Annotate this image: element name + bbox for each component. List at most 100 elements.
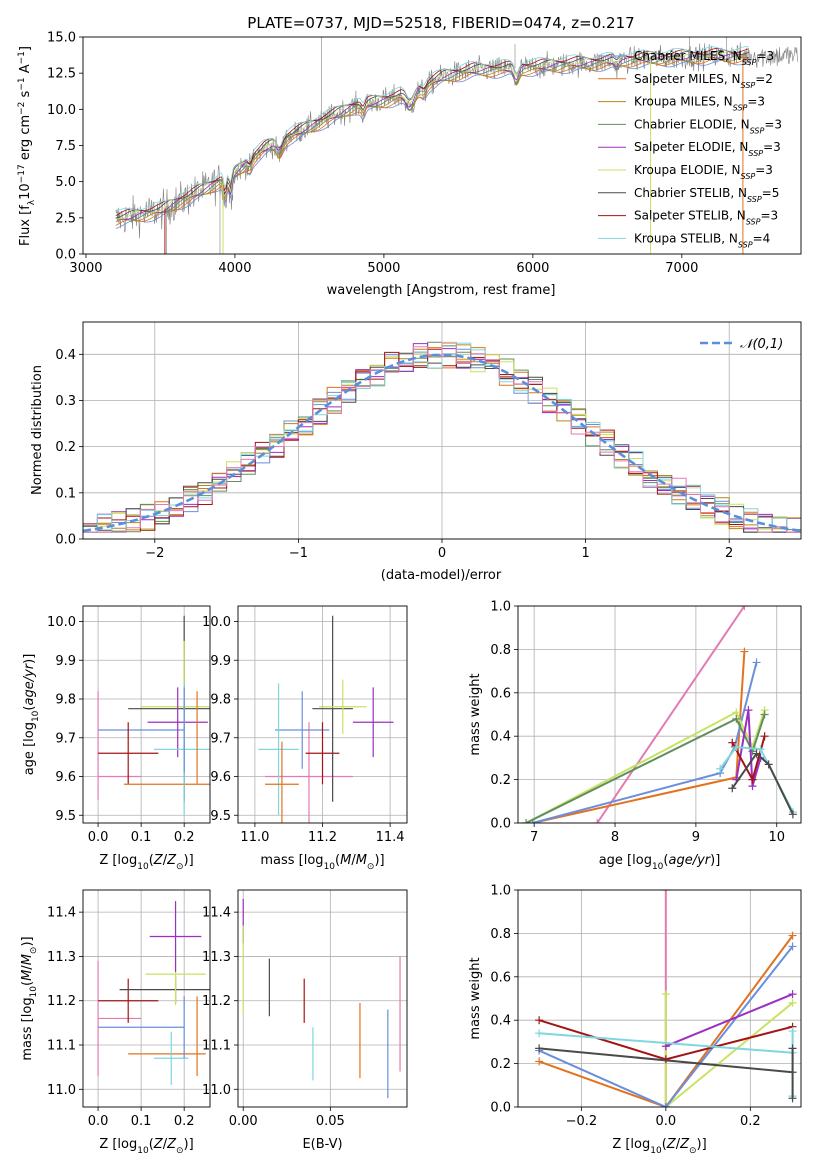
age_vs_Z-axes: 0.0 0.1 0.2 9.5 9.6 9.7 9.8 9.9 10.0 bbox=[47, 605, 211, 845]
weight_vs_age-marker bbox=[740, 606, 749, 610]
mass_vs_ebv-axes: 0.00 0.05 11.0 11.1 11.2 11.3 11.4 bbox=[202, 889, 408, 1129]
weight_vs_age-marker bbox=[748, 775, 757, 784]
age_vs_mass-xtick-label: 11.2 bbox=[308, 830, 337, 845]
mass_vs_ebv-ytick-label: 11.4 bbox=[202, 906, 231, 921]
weight_vs_Z-marker bbox=[788, 1094, 797, 1103]
weight_vs_age-marker bbox=[744, 706, 753, 715]
weight_vs_age-xtick-label: 7 bbox=[530, 830, 538, 845]
weight_vs_age-marker bbox=[760, 732, 769, 741]
age_vs_Z-ytick-label: 9.7 bbox=[55, 731, 76, 746]
residuals-gaussian-curve bbox=[83, 353, 801, 533]
mass_vs_ebv-plot-area bbox=[242, 898, 401, 1099]
mass_vs_Z-xtick-label: 0.1 bbox=[131, 1114, 152, 1129]
age_vs_Z-ytick-label: 9.6 bbox=[55, 770, 76, 785]
weight_vs_Z-marker bbox=[788, 998, 797, 1007]
age_vs_Z-ytick-label: 9.9 bbox=[55, 654, 76, 669]
weight_vs_age-marker bbox=[764, 760, 773, 769]
age_vs_Z-plot-area bbox=[97, 615, 210, 816]
spectrum-xtick-label: 6000 bbox=[516, 261, 549, 276]
weight_vs_Z-ytick-label: 1.0 bbox=[490, 884, 511, 899]
age_vs_mass-xtick-label: 11.0 bbox=[240, 830, 269, 845]
weight_vs_Z-marker bbox=[535, 1029, 544, 1038]
residuals-plot-area bbox=[83, 341, 801, 533]
mass_vs_Z-ytick-label: 11.4 bbox=[47, 906, 76, 921]
residuals-xtick-label: 2 bbox=[725, 546, 733, 561]
age_vs_mass-ytick-label: 9.5 bbox=[210, 809, 231, 824]
weight_vs_age-ytick-label: 1.0 bbox=[490, 600, 511, 615]
legend-entry: Kroupa ELODIE, NSSP=3 bbox=[634, 163, 773, 181]
spectrum-xtick-label: 4000 bbox=[218, 261, 251, 276]
age_vs_Z-ytick-label: 9.5 bbox=[55, 809, 76, 824]
weight_vs_age-xtick-label: 8 bbox=[611, 830, 619, 845]
weight_vs_age-ytick-label: 0.6 bbox=[490, 686, 511, 701]
residuals-ytick-label: 0.2 bbox=[55, 440, 76, 455]
weight_vs_age-marker bbox=[728, 784, 737, 793]
weight_vs_age-marker bbox=[752, 658, 761, 667]
age_vs_mass-frame bbox=[237, 605, 408, 824]
spectrum-ytick-label: 7.5 bbox=[55, 139, 76, 154]
weight_vs_Z-marker bbox=[661, 890, 670, 894]
spectrum-ytick-label: 0.0 bbox=[55, 248, 76, 263]
spectrum-model-line bbox=[115, 49, 750, 219]
weight_vs_age-marker bbox=[728, 738, 737, 747]
weight_vs_age-marker bbox=[788, 810, 797, 819]
residuals-ylabel: Normed distribution bbox=[30, 365, 45, 495]
age_vs_mass-ytick-label: 10.0 bbox=[202, 615, 231, 630]
mass_vs_ebv-ytick-label: 11.1 bbox=[202, 1039, 231, 1054]
age_vs_Z-xtick-label: 0.1 bbox=[131, 830, 152, 845]
mass_vs_ebv-xlabel: E(B-V) bbox=[302, 1137, 342, 1152]
weight_vs_Z-marker bbox=[788, 942, 797, 951]
mass_vs_ebv-xtick-label: 0.00 bbox=[229, 1114, 258, 1129]
spectrum-ytick-label: 15.0 bbox=[47, 31, 76, 46]
weight_vs_age-series-line bbox=[525, 714, 766, 823]
weight_vs_age-ytick-label: 0.0 bbox=[490, 817, 511, 832]
legend-entry: Chabrier ELODIE, NSSP=3 bbox=[634, 117, 782, 135]
weight_vs_Z-ytick-label: 0.4 bbox=[490, 1014, 511, 1029]
spectrum-model-line bbox=[115, 46, 749, 213]
age_vs_Z-ylabel: age [log10(age/yr)] bbox=[22, 654, 41, 776]
weight_vs_Z-axes: −0.2 0.0 0.2 0.0 0.2 0.4 0.6 0.8 1.0 bbox=[490, 884, 802, 1129]
age_vs_mass-plot-area bbox=[258, 615, 394, 823]
age_vs_Z-ytick-label: 9.8 bbox=[55, 693, 76, 708]
weight_vs_Z-frame bbox=[517, 889, 802, 1108]
spectrum-ytick-label: 2.5 bbox=[55, 211, 76, 226]
mass_vs_Z-xtick-label: 0.0 bbox=[88, 1114, 109, 1129]
weight_vs_Z-marker bbox=[788, 990, 797, 999]
spectrum-axes: 3000 4000 5000 6000 7000 0.0 2.5 5.0 7.5 10.0 12.5… bbox=[47, 31, 802, 276]
weight_vs_Z-marker bbox=[788, 1027, 797, 1036]
residuals-ytick-label: 0.0 bbox=[55, 533, 76, 548]
residuals-xtick-label: −1 bbox=[289, 546, 308, 561]
spectrum-legend: Chabrier MILES, NSSP=3 Salpeter MILES, NS… bbox=[598, 49, 782, 249]
weight_vs_Z-ytick-label: 0.6 bbox=[490, 970, 511, 985]
spectrum-ytick-label: 10.0 bbox=[47, 103, 76, 118]
mass_vs_Z-ylabel: mass [log10(M/M⊙)] bbox=[20, 936, 39, 1060]
mass_vs_Z-ytick-label: 11.3 bbox=[47, 950, 76, 965]
weight_vs_age-marker bbox=[732, 743, 741, 752]
residuals-axes: −2 −1 0 1 2 0.0 0.1 0.2 0.3 0.4 bbox=[55, 321, 802, 561]
weight_vs_age-axes: 7 8 9 10 0.0 0.2 0.4 0.6 0.8 1.0 bbox=[490, 600, 802, 845]
legend-entry: Chabrier STELIB, NSSP=5 bbox=[634, 186, 779, 204]
spectrum-ytick-label: 5.0 bbox=[55, 175, 76, 190]
weight_vs_Z-marker bbox=[788, 931, 797, 940]
age_vs_mass-xtick-label: 11.4 bbox=[376, 830, 405, 845]
weight_vs_Z-ylabel: mass weight bbox=[468, 957, 483, 1039]
weight_vs_Z-series-line bbox=[665, 993, 793, 1048]
spectrum-xtick-label: 5000 bbox=[367, 261, 400, 276]
weight_vs_Z-plot-area bbox=[535, 890, 797, 1107]
weight_vs_Z-xtick-label: 0.2 bbox=[740, 1114, 761, 1129]
weight_vs_Z-marker bbox=[661, 990, 670, 999]
spectrum-title: PLATE=0737, MJD=52518, FIBERID=0474, z=0… bbox=[247, 14, 634, 32]
legend-entry: Chabrier MILES, NSSP=3 bbox=[634, 49, 774, 67]
age_vs_mass-ytick-label: 9.9 bbox=[210, 654, 231, 669]
weight_vs_age-frame bbox=[517, 605, 802, 824]
mass_vs_Z-xlabel: Z [log10(Z/Z⊙)] bbox=[99, 1137, 193, 1156]
residuals-xtick-label: 1 bbox=[581, 546, 589, 561]
age_vs_Z-xtick-label: 0.0 bbox=[88, 830, 109, 845]
weight_vs_Z-marker bbox=[535, 1057, 544, 1066]
weight_vs_age-ytick-label: 0.2 bbox=[490, 773, 511, 788]
legend-entry: Kroupa STELIB, NSSP=4 bbox=[634, 231, 770, 249]
age_vs_mass-axes: 11.0 11.2 11.4 9.5 9.6 9.7 9.8 9.9 10.0 bbox=[202, 605, 408, 845]
spectrum-model-line bbox=[115, 51, 749, 220]
spectrum-xtick-label: 3000 bbox=[69, 261, 102, 276]
residuals-ytick-label: 0.3 bbox=[55, 394, 76, 409]
